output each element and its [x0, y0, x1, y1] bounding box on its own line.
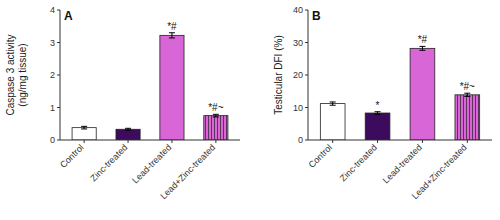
error-stem: [171, 33, 172, 38]
annotation: *: [376, 100, 380, 111]
error-cap: [169, 32, 175, 33]
y-axis-label-line: Caspase 3 activity: [5, 34, 16, 115]
panel-title: A: [64, 9, 73, 23]
y-tick-label: 30: [293, 38, 303, 48]
y-axis-label-line: (ng/mg tissue): [17, 43, 28, 106]
panel: *# *#~ 0 1 2 3 4 ControlZinc-treatedLead-treate…: [5, 5, 240, 201]
error-stem: [422, 46, 423, 50]
x-tick-label: Control: [307, 142, 335, 170]
x-tick: [84, 140, 85, 143]
y-tick-label: 4: [50, 5, 55, 15]
error-cap: [375, 111, 381, 112]
bar: [160, 35, 184, 140]
error-bar: [125, 128, 131, 130]
error-bar: [375, 112, 381, 115]
x-tick-label: Control: [58, 142, 86, 170]
error-bar: [213, 114, 219, 117]
panel: * *# *#~ 0 10 20 30 40 ControlZinc-treatedLead-t…: [273, 5, 492, 201]
y-tick-label: 0: [50, 135, 55, 145]
error-bar: [330, 102, 336, 105]
error-cap: [81, 128, 87, 129]
x-tick-label: Lead-treated: [381, 142, 424, 185]
panel-title: B: [312, 9, 321, 23]
bar: [116, 129, 140, 140]
x-tick-label: Lead+Zinc-treated: [410, 142, 469, 201]
x-tick: [171, 140, 172, 143]
error-bar: [464, 93, 470, 96]
bar: [72, 128, 96, 140]
x-tick: [422, 140, 423, 143]
error-cap: [330, 101, 336, 102]
annotation: *#~: [460, 81, 475, 92]
error-bar: [81, 126, 87, 129]
y-tick-label: 20: [293, 70, 303, 80]
annotation: *#~: [208, 102, 223, 113]
bars: [320, 46, 479, 140]
x-tick: [215, 140, 216, 143]
x-tick-label: Lead-treated: [130, 142, 173, 185]
annotation: *#: [167, 21, 177, 32]
bar: [455, 95, 480, 140]
error-cap: [330, 105, 336, 106]
bar: [320, 104, 345, 140]
error-cap: [81, 126, 87, 127]
error-bar: [169, 33, 175, 38]
y-tick: [305, 107, 308, 108]
y-tick: [305, 42, 308, 43]
y-tick: [305, 75, 308, 76]
y-tick-label: 10: [293, 103, 303, 113]
y-tick-label: 2: [50, 70, 55, 80]
bars: [72, 33, 228, 140]
error-cap: [169, 37, 175, 38]
error-cap: [419, 46, 425, 47]
x-tick: [332, 140, 333, 143]
error-cap: [464, 93, 470, 94]
y-tick-label: 3: [50, 38, 55, 48]
error-cap: [213, 114, 219, 115]
y-axis-label: Caspase 3 activity(ng/mg tissue): [5, 34, 28, 115]
error-cap: [464, 96, 470, 97]
y-tick: [57, 42, 60, 43]
x-tick: [377, 140, 378, 143]
y-tick: [57, 107, 60, 108]
y-tick-label: 1: [50, 103, 55, 113]
figure: *#*#~01234ControlZinc-treatedLead-treate…: [0, 0, 500, 220]
x-tick: [467, 140, 468, 143]
y-tick-label: 0: [298, 135, 303, 145]
bar: [365, 113, 390, 140]
bar: [410, 48, 435, 140]
y-tick: [57, 75, 60, 76]
x-tick-label: Zinc-treated: [338, 142, 379, 183]
error-cap: [375, 114, 381, 115]
y-axis-label: Testicular DFI (%): [273, 35, 284, 114]
y-tick: [57, 10, 60, 11]
error-cap: [213, 116, 219, 117]
x-axis: [60, 140, 240, 141]
error-cap: [125, 128, 131, 129]
annotation: *#: [418, 34, 428, 45]
x-tick: [128, 140, 129, 143]
y-tick: [305, 10, 308, 11]
error-bar: [419, 46, 425, 50]
y-tick-label: 40: [293, 5, 303, 15]
x-axis: [308, 140, 492, 141]
bar: [204, 116, 228, 140]
error-cap: [419, 50, 425, 51]
y-tick: [57, 140, 60, 141]
y-axis-label-line: Testicular DFI (%): [273, 35, 284, 114]
y-tick: [305, 140, 308, 141]
x-tick-label: Zinc-treated: [88, 142, 129, 183]
x-tick-label: Lead+Zinc-treated: [158, 142, 217, 201]
error-cap: [125, 130, 131, 131]
